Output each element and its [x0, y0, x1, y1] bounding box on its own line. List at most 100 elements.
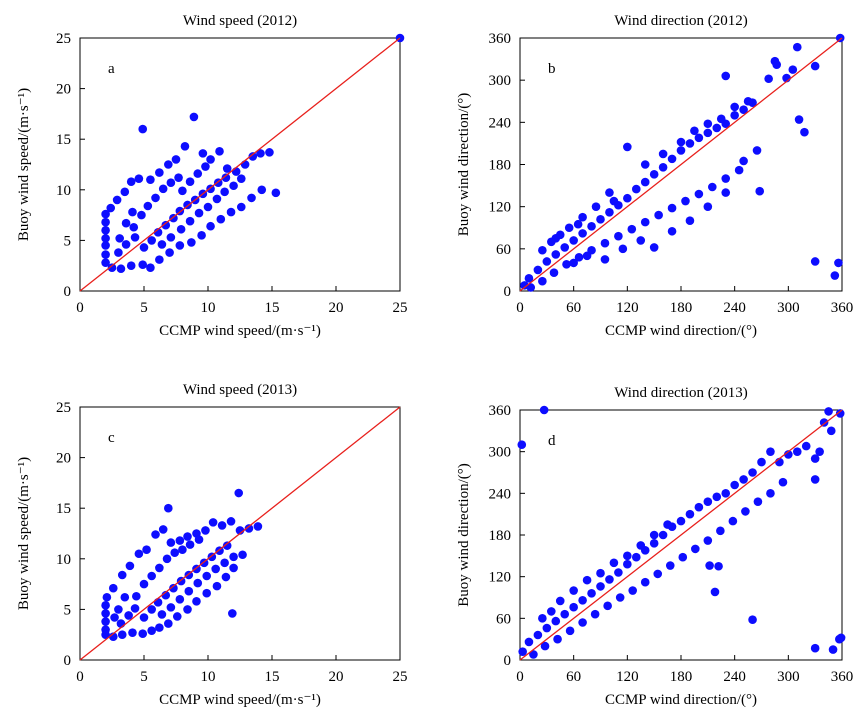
data-point [605, 575, 614, 584]
data-point [810, 454, 820, 463]
data-point [615, 593, 625, 602]
scatter-panel-d: 0 60 120 180 240 300 360 0 60 120 180 240 300 360 Wind… [456, 385, 853, 708]
data-point [810, 257, 820, 266]
y-tick-label: 240 [489, 486, 512, 502]
y-tick-label: 0 [64, 653, 72, 669]
data-point [728, 516, 738, 526]
data-point [564, 223, 574, 233]
data-point [810, 475, 820, 484]
y-tick-label: 0 [64, 284, 72, 300]
data-point [139, 243, 149, 252]
x-tick-label: 180 [670, 669, 693, 685]
data-point [208, 518, 218, 527]
data-point [739, 156, 748, 166]
scatter-panel-c: 0 5 10 15 20 25 0 5 10 15 20 25 Wind speed (2013) c CC… [16, 382, 408, 708]
data-point [721, 188, 731, 197]
y-axis-label: Buoy wind direction/(°) [456, 93, 472, 236]
plot-frame [79, 406, 401, 661]
x-tick-label: 120 [616, 669, 639, 685]
data-point [815, 447, 824, 456]
data-point [605, 188, 614, 197]
data-point [694, 189, 704, 199]
data-point [175, 536, 185, 545]
x-tick-label: 300 [777, 669, 800, 685]
data-point [748, 615, 757, 625]
data-point [578, 595, 587, 605]
data-point [158, 184, 168, 194]
data-point [755, 186, 765, 196]
data-point [222, 164, 232, 173]
data-point [155, 168, 164, 177]
reference-line [79, 406, 401, 661]
y-tick-label: 180 [489, 528, 512, 544]
data-point [183, 605, 192, 614]
data-point [703, 202, 713, 211]
data-point [101, 241, 110, 250]
data-point [828, 645, 838, 654]
data-point [166, 538, 176, 547]
data-point [212, 194, 222, 204]
plot-frame [79, 37, 401, 292]
data-point [155, 623, 164, 632]
x-tick-label: 360 [831, 300, 854, 316]
x-axis-label: CCMP wind speed/(m·s⁻¹) [159, 323, 321, 339]
data-point [685, 509, 695, 519]
data-point [524, 637, 534, 647]
data-point [547, 607, 556, 616]
data-point [578, 618, 587, 627]
data-point [618, 244, 628, 254]
data-point [538, 245, 547, 255]
data-point [256, 149, 265, 158]
data-point [257, 185, 267, 195]
data-point [569, 258, 578, 268]
data-point [623, 193, 632, 203]
data-point [203, 202, 213, 212]
data-point [107, 263, 117, 273]
y-tick-label: 300 [489, 445, 512, 461]
data-point [157, 610, 167, 619]
data-point [236, 174, 246, 183]
data-point [222, 541, 232, 550]
data-point [132, 591, 141, 601]
data-point [596, 582, 605, 591]
y-tick-label: 15 [56, 501, 71, 517]
data-point [151, 193, 160, 203]
data-point [138, 260, 148, 269]
data-point [658, 530, 668, 540]
data-point [734, 165, 744, 175]
data-point [540, 641, 550, 651]
data-point [120, 187, 130, 197]
data-point [217, 521, 227, 530]
data-point [101, 225, 110, 235]
data-point [175, 594, 185, 604]
data-point [147, 236, 156, 245]
data-point [147, 605, 156, 614]
data-point [101, 601, 110, 610]
data-point [649, 170, 659, 179]
data-point [549, 268, 559, 278]
data-point [116, 619, 126, 628]
data-point [130, 604, 140, 613]
scatter-panel-a: 0 5 10 15 20 25 0 5 10 15 20 25 Wind speed (2012) a CC… [16, 13, 408, 339]
data-point [120, 592, 130, 602]
data-point [101, 258, 110, 267]
data-point [836, 633, 846, 643]
x-tick-label: 0 [76, 669, 84, 685]
data-point [533, 630, 543, 640]
data-point [143, 201, 153, 211]
data-point [162, 554, 172, 564]
data-point [676, 146, 686, 155]
data-point [623, 551, 632, 561]
data-point [538, 276, 547, 286]
data-point [764, 74, 773, 84]
data-point [582, 251, 592, 261]
data-point [158, 525, 168, 534]
data-point [810, 643, 820, 653]
data-point [555, 596, 565, 606]
data-point [220, 187, 229, 197]
x-axis-label: CCMP wind direction/(°) [605, 692, 757, 708]
data-point [192, 597, 201, 606]
x-tick-label: 0 [516, 669, 524, 685]
data-point [121, 240, 131, 249]
x-axis-label: CCMP wind speed/(m·s⁻¹) [159, 692, 321, 708]
